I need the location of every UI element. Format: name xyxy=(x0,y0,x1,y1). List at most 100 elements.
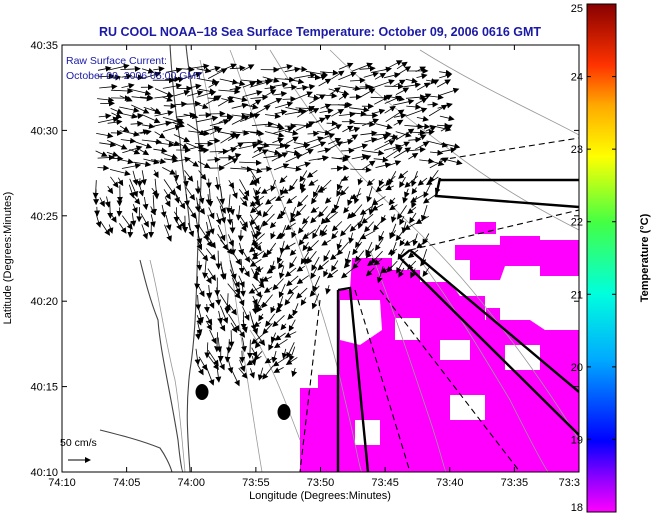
current-vector xyxy=(242,306,250,321)
current-vector xyxy=(175,112,196,119)
current-vector xyxy=(266,267,277,274)
current-vector xyxy=(375,162,392,169)
current-vector xyxy=(285,136,299,144)
current-vector xyxy=(248,286,262,294)
current-vector xyxy=(407,260,417,271)
current-vector xyxy=(220,267,227,280)
current-vector xyxy=(251,233,265,246)
current-vector xyxy=(428,94,444,101)
current-vector xyxy=(154,110,174,117)
current-vector xyxy=(395,229,405,242)
current-vector xyxy=(393,98,415,106)
current-vector xyxy=(276,233,286,240)
current-vector xyxy=(186,83,202,90)
current-vector xyxy=(263,152,284,159)
current-vector xyxy=(425,79,440,87)
current-vector xyxy=(388,197,396,206)
current-vector xyxy=(302,216,310,225)
current-vector xyxy=(206,366,215,386)
current-vector xyxy=(249,195,265,207)
current-vector xyxy=(350,166,372,173)
current-vector xyxy=(294,66,308,73)
current-vector xyxy=(99,197,105,208)
current-vector xyxy=(205,320,213,331)
current-vector xyxy=(228,313,240,332)
current-vector xyxy=(131,104,150,114)
current-vector xyxy=(174,179,181,191)
current-vector xyxy=(239,350,246,364)
current-vector xyxy=(387,248,398,255)
current-vector xyxy=(362,160,376,170)
current-vector xyxy=(161,96,173,102)
current-vector xyxy=(228,153,242,159)
current-vector xyxy=(262,365,274,380)
current-vector xyxy=(360,88,376,98)
current-vector xyxy=(297,222,308,234)
current-vector xyxy=(229,142,244,151)
current-vector xyxy=(331,230,339,240)
current-vector xyxy=(272,278,284,291)
current-vector xyxy=(289,212,299,223)
current-vector xyxy=(366,186,373,203)
current-vector xyxy=(384,60,403,71)
current-vector xyxy=(183,113,199,120)
current-vector xyxy=(341,175,349,182)
current-vector xyxy=(289,249,297,256)
current-vector xyxy=(324,197,332,204)
current-vector xyxy=(313,184,320,198)
current-vector xyxy=(325,285,332,295)
current-vector xyxy=(238,275,245,288)
current-vector xyxy=(127,221,134,238)
current-vector xyxy=(121,73,133,80)
current-vector xyxy=(194,197,201,213)
current-vector xyxy=(131,194,141,205)
current-vector xyxy=(321,239,332,246)
current-vector xyxy=(312,224,321,239)
current-vector xyxy=(366,267,375,277)
current-vector xyxy=(173,170,180,182)
current-vector xyxy=(240,78,263,85)
current-vector xyxy=(395,128,415,141)
current-vector xyxy=(360,130,378,137)
current-vector xyxy=(219,294,231,311)
current-vector xyxy=(344,250,351,265)
current-vector xyxy=(92,180,99,199)
current-vector xyxy=(293,143,311,150)
current-vector xyxy=(196,260,203,271)
current-vector xyxy=(203,303,210,313)
current-vector xyxy=(422,193,438,204)
current-vector xyxy=(208,81,220,88)
current-vector xyxy=(393,119,404,126)
y-tick-label: 40:15 xyxy=(30,382,58,394)
current-vector xyxy=(254,339,262,349)
current-vector xyxy=(207,268,216,282)
current-vector xyxy=(120,65,141,72)
current-vector xyxy=(286,275,299,287)
current-vector xyxy=(359,230,376,240)
current-vector xyxy=(218,359,225,371)
x-axis: 74:10 74:05 74:00 73:55 73:50 73:45 73:40 73:35… xyxy=(48,45,580,489)
x-tick-label: 74:10 xyxy=(48,477,76,489)
current-vector xyxy=(288,319,296,332)
x-axis-label: Longitude (Degrees:Minutes) xyxy=(249,490,391,502)
current-vector xyxy=(328,141,343,150)
colorbar-tick-label: 19 xyxy=(571,434,583,446)
current-vector xyxy=(246,355,262,366)
current-vector xyxy=(150,206,156,216)
current-vector xyxy=(116,207,123,217)
current-vector xyxy=(384,135,398,144)
current-vector xyxy=(359,206,373,215)
current-vector xyxy=(291,367,298,378)
current-vector xyxy=(238,242,245,256)
current-vector xyxy=(284,331,297,338)
current-vector xyxy=(372,220,383,232)
current-vector xyxy=(318,78,332,87)
current-vector xyxy=(261,294,273,309)
current-vector xyxy=(153,66,165,73)
current-vector xyxy=(337,102,351,109)
current-vector xyxy=(130,212,137,227)
current-vector xyxy=(403,222,416,230)
current-vector xyxy=(205,221,212,237)
current-vector xyxy=(129,88,152,96)
